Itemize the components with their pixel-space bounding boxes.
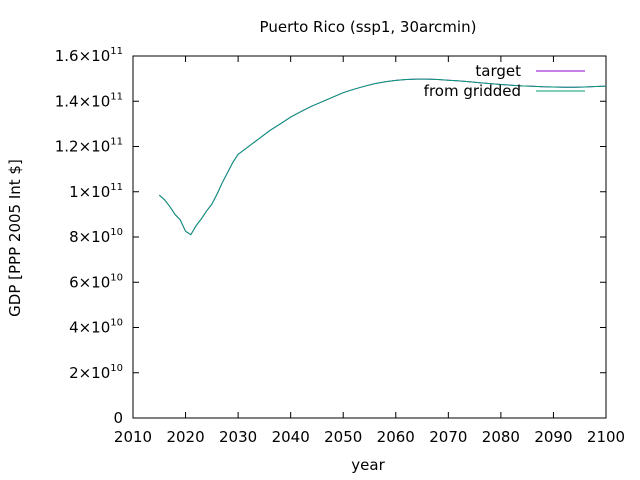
- y-tick-label: 6×1010: [69, 272, 123, 291]
- legend-label: target: [475, 62, 521, 80]
- legend: target from gridded: [424, 62, 585, 100]
- chart-title: Puerto Rico (ssp1, 30arcmin): [260, 18, 477, 36]
- y-axis-label: GDP [PPP 2005 Int $]: [6, 159, 24, 317]
- series-line-from-gridded: [158, 78, 607, 236]
- y-tick-label: 8×1010: [69, 227, 123, 246]
- x-axis-label: year: [351, 456, 385, 474]
- legend-label: from gridded: [424, 82, 521, 100]
- series-lines: [158, 78, 607, 236]
- series-line-target: [158, 78, 607, 236]
- x-tick-label: 2100: [587, 428, 625, 446]
- x-tick-label: 2090: [534, 428, 572, 446]
- y-tick-label: 1.2×1011: [55, 137, 123, 156]
- y-tick-label: 1.6×1011: [55, 46, 123, 65]
- y-axis-ticks: 0 2×1010 4×1010 6×1010 8×1010 1×1011 1.2×1011 1…: [55, 46, 606, 427]
- x-tick-label: 2010: [114, 428, 152, 446]
- x-tick-label: 2040: [272, 428, 310, 446]
- x-axis-ticks: 2010 2020 2030 2040 2050 2060 2070 2080 2090 2100: [114, 56, 625, 446]
- x-tick-label: 2030: [219, 428, 257, 446]
- y-tick-label: 4×1010: [69, 318, 123, 337]
- plot-frame: [132, 55, 607, 419]
- y-tick-label: 2×1010: [69, 363, 123, 382]
- x-tick-label: 2060: [377, 428, 415, 446]
- y-tick-label: 1.4×1011: [55, 91, 123, 110]
- y-tick-label: 0: [113, 409, 123, 427]
- x-tick-label: 2070: [429, 428, 467, 446]
- x-tick-label: 2080: [482, 428, 520, 446]
- x-tick-label: 2020: [166, 428, 204, 446]
- x-tick-label: 2050: [324, 428, 362, 446]
- y-tick-label: 1×1011: [69, 182, 123, 201]
